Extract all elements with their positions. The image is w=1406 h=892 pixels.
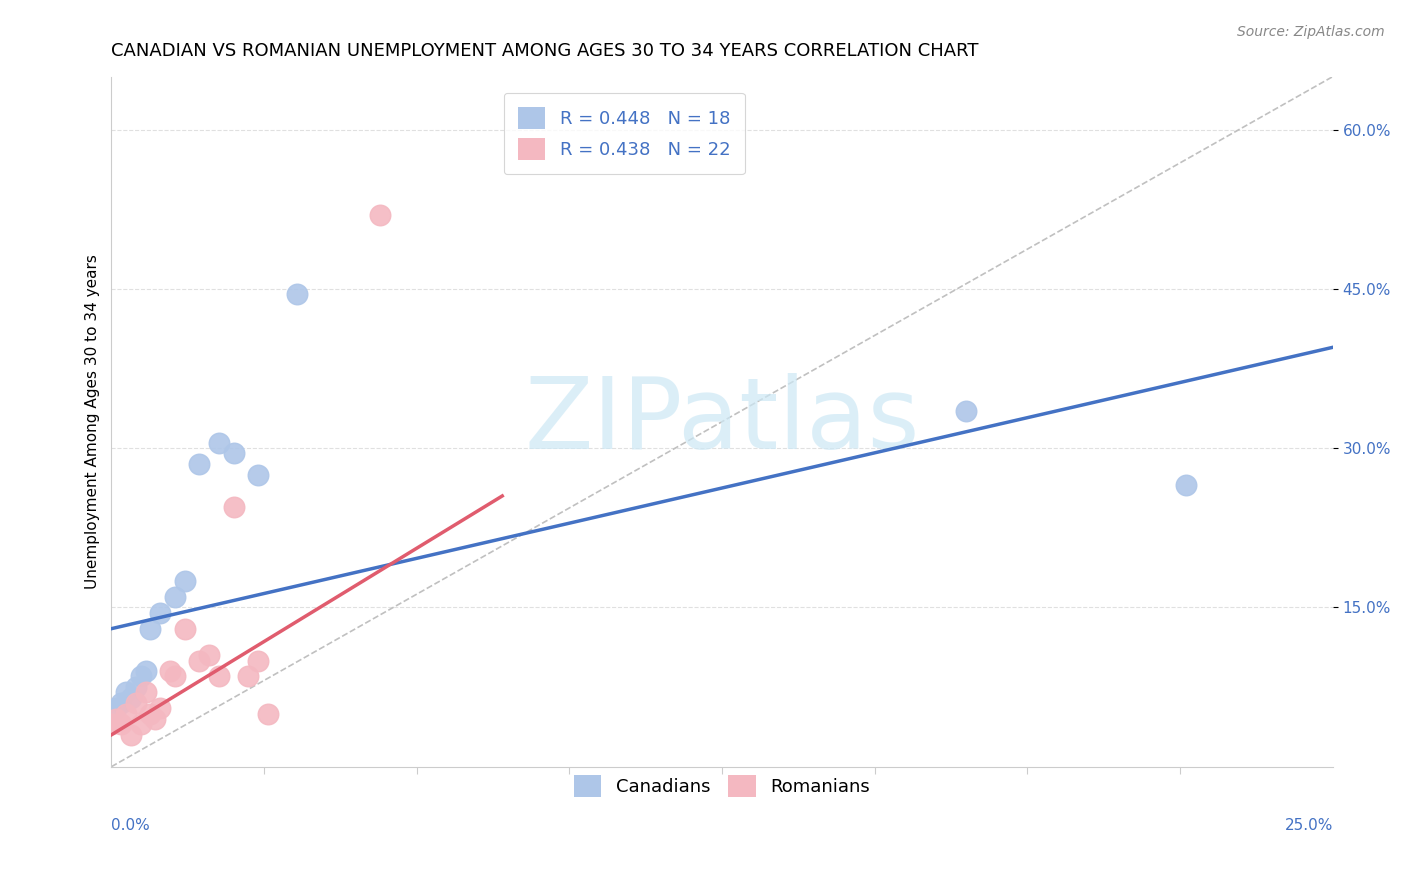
Point: [135, 685, 157, 699]
Point: [368, 208, 391, 222]
Point: [135, 664, 157, 678]
Point: [110, 696, 132, 710]
Y-axis label: Unemployment Among Ages 30 to 34 years: Unemployment Among Ages 30 to 34 years: [86, 254, 100, 589]
Point: [149, 701, 172, 715]
Point: [238, 669, 260, 683]
Point: [173, 574, 195, 588]
Point: [285, 287, 308, 301]
Point: [246, 653, 269, 667]
Point: [139, 706, 162, 721]
Point: [145, 712, 167, 726]
Text: Source: ZipAtlas.com: Source: ZipAtlas.com: [1237, 25, 1385, 39]
Point: [208, 435, 231, 450]
Point: [246, 467, 269, 482]
Point: [955, 404, 977, 418]
Point: [163, 669, 186, 683]
Point: [120, 690, 142, 705]
Point: [105, 701, 128, 715]
Text: CANADIAN VS ROMANIAN UNEMPLOYMENT AMONG AGES 30 TO 34 YEARS CORRELATION CHART: CANADIAN VS ROMANIAN UNEMPLOYMENT AMONG …: [111, 42, 979, 60]
Point: [163, 590, 186, 604]
Point: [198, 648, 221, 663]
Point: [115, 706, 138, 721]
Point: [222, 446, 245, 460]
Point: [208, 669, 231, 683]
Point: [125, 696, 148, 710]
Point: [188, 457, 211, 471]
Text: ZIPatlas: ZIPatlas: [524, 373, 920, 470]
Point: [129, 669, 152, 683]
Point: [105, 712, 128, 726]
Point: [173, 622, 195, 636]
Point: [100, 717, 122, 731]
Point: [139, 622, 162, 636]
Point: [149, 606, 172, 620]
Point: [115, 685, 138, 699]
Point: [256, 706, 278, 721]
Point: [110, 717, 132, 731]
Point: [222, 500, 245, 514]
Point: [129, 717, 152, 731]
Text: 0.0%: 0.0%: [111, 818, 150, 832]
Text: 25.0%: 25.0%: [1285, 818, 1333, 832]
Legend: Canadians, Romanians: Canadians, Romanians: [565, 766, 879, 806]
Point: [120, 728, 142, 742]
Point: [125, 680, 148, 694]
Point: [188, 653, 211, 667]
Point: [1175, 478, 1198, 492]
Point: [159, 664, 181, 678]
